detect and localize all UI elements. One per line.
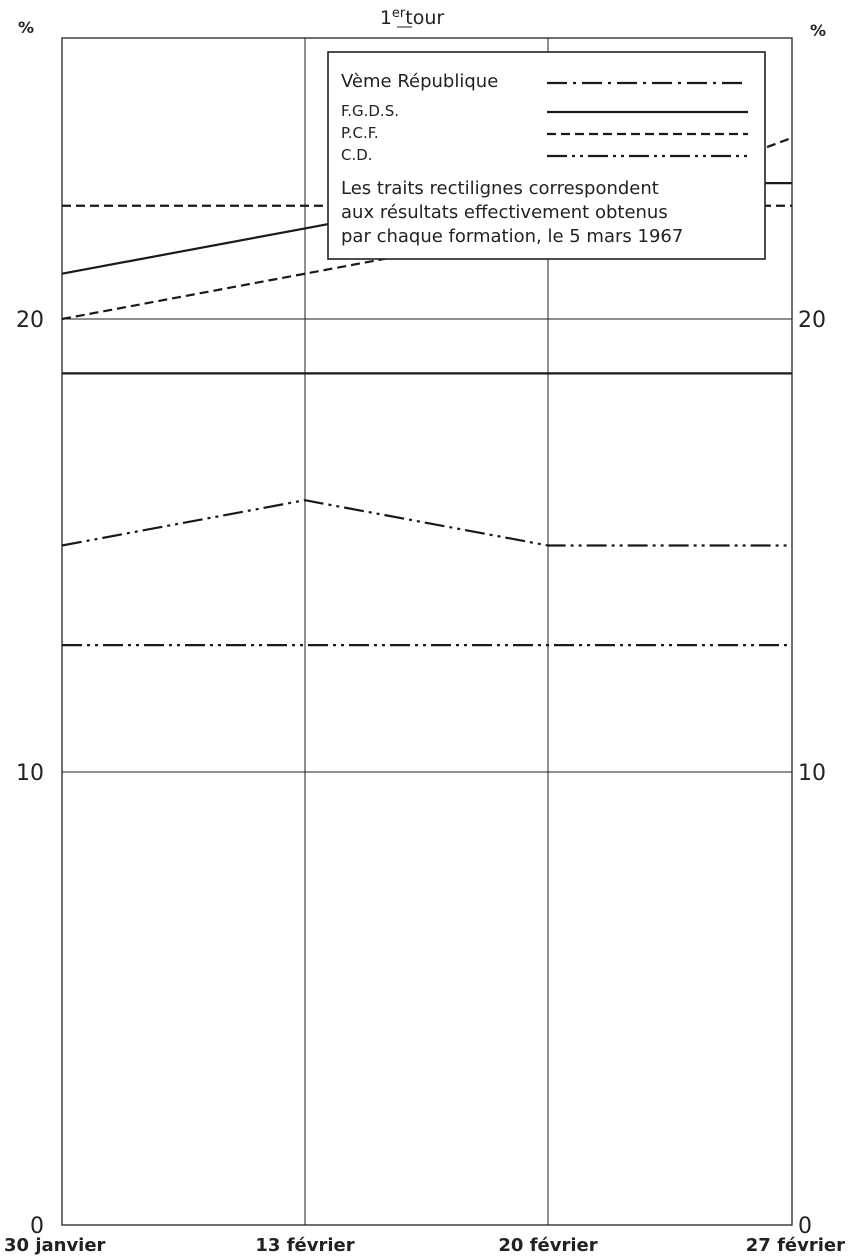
series-line xyxy=(61,499,792,547)
legend-label: C.D. xyxy=(341,146,373,164)
x-tick-label: 27 février xyxy=(746,1235,845,1256)
x-tick-label: 20 février xyxy=(498,1235,597,1256)
legend-note: aux résultats effectivement obtenus xyxy=(341,202,668,223)
y-unit-left: % xyxy=(18,18,34,37)
x-tick-label: 13 février xyxy=(255,1235,354,1256)
y-tick-label-right: 0 xyxy=(798,1214,812,1239)
x-tick-label: 30 janvier xyxy=(4,1235,106,1256)
y-tick-label-left: 20 xyxy=(16,308,44,333)
y-tick-label-left: 10 xyxy=(16,761,44,786)
legend-label: Vème République xyxy=(341,71,498,92)
y-tick-label-right: 20 xyxy=(798,308,826,333)
legend: Vème République F.G.D.S. P.C.F. C.D. Les tra… xyxy=(327,51,766,260)
legend-label: F.G.D.S. xyxy=(341,102,399,120)
y-tick-label-left: 0 xyxy=(30,1214,44,1239)
legend-box xyxy=(327,51,766,260)
y-unit-right: % xyxy=(810,21,826,40)
plot-frame xyxy=(61,37,793,1226)
chart-title: 1ertour xyxy=(380,6,445,29)
legend-label: P.C.F. xyxy=(341,124,379,142)
y-tick-label-right: 10 xyxy=(798,761,826,786)
legend-note: par chaque formation, le 5 mars 1967 xyxy=(341,226,683,247)
legend-note: Les traits rectilignes correspondent xyxy=(341,178,659,199)
